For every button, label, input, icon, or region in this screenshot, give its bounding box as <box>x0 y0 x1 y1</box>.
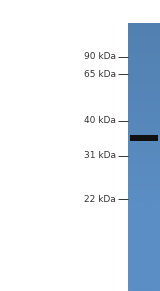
Text: 90 kDa: 90 kDa <box>84 52 116 61</box>
Bar <box>130 135 158 141</box>
Text: 40 kDa: 40 kDa <box>84 116 116 125</box>
Text: 31 kDa: 31 kDa <box>84 151 116 160</box>
Text: 65 kDa: 65 kDa <box>84 70 116 79</box>
Text: 22 kDa: 22 kDa <box>84 195 116 204</box>
